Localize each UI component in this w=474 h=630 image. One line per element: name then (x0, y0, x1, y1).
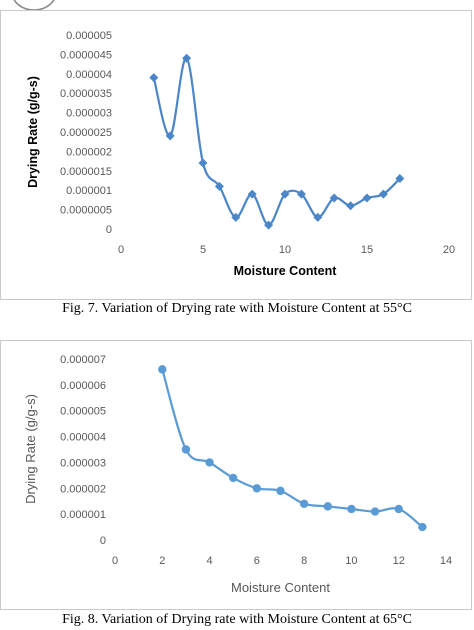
y-tick-label: 0.000004 (60, 432, 106, 444)
data-point (378, 189, 388, 199)
data-point (418, 522, 427, 532)
figure-8-caption: Fig. 8. Variation of Drying rate with Mo… (62, 612, 412, 627)
data-point (181, 445, 191, 454)
data-point (198, 158, 208, 168)
y-tick-label: 0.000003 (66, 108, 112, 120)
data-point (182, 53, 192, 63)
y-tick-label: 0.000006 (60, 380, 106, 392)
y-tick-label: 0.000001 (66, 185, 112, 197)
data-point (296, 189, 306, 199)
y-tick-label: 0.000005 (66, 30, 112, 42)
figure-8-frame: 0 0.000001 0.000002 0.000003 0.000004 0.00000… (0, 340, 472, 610)
data-point (313, 212, 323, 222)
data-point (323, 502, 332, 511)
x-tick-label: 2 (159, 555, 165, 567)
series-line (152, 57, 401, 227)
y-tick-label: 0.000002 (60, 483, 106, 495)
data-point (362, 193, 372, 203)
x-tick-label: 15 (361, 244, 373, 256)
logo-fragment (13, 0, 55, 10)
x-axis-title: Moisture Content (234, 264, 338, 278)
figure-7-caption: Fig. 7. Variation of Drying rate with Mo… (62, 301, 412, 316)
y-tick-label: 0.000004 (66, 69, 112, 81)
data-point (165, 131, 175, 141)
y-tick-label: 0.000003 (60, 457, 106, 469)
data-point (264, 220, 274, 230)
x-tick-label: 4 (207, 555, 213, 567)
data-point (299, 499, 309, 508)
data-point (276, 486, 285, 496)
y-tick-label: 0.0000025 (60, 127, 112, 139)
x-tick-label: 10 (345, 555, 357, 567)
data-point (370, 507, 380, 516)
data-point (149, 73, 159, 83)
data-point (252, 484, 262, 493)
figure-8-chart: 0 0.000001 0.000002 0.000003 0.000004 0.00000… (23, 354, 452, 595)
x-tick-label: 20 (443, 244, 455, 256)
series-line (161, 369, 424, 528)
y-tick-label: 0.000005 (60, 406, 106, 418)
x-tick-label: 14 (440, 555, 452, 567)
data-point (395, 174, 405, 184)
data-point (229, 473, 238, 483)
data-point (346, 201, 356, 211)
data-point (205, 458, 214, 467)
y-tick-label: 0.0000005 (60, 205, 112, 217)
y-tick-label: 0.000001 (60, 509, 106, 521)
x-tick-label: 6 (254, 555, 260, 567)
x-tick-label: 0 (118, 244, 124, 256)
x-tick-label: 12 (393, 555, 405, 567)
x-tick-label: 5 (200, 244, 206, 256)
y-tick-label: 0.0000035 (60, 88, 112, 100)
x-tick-label: 0 (112, 555, 118, 567)
x-tick-label: 10 (279, 244, 291, 256)
y-axis-title: Drying Rate (g/g-s) (23, 394, 38, 504)
figure-7-frame: 0 0.0000005 0.000001 0.0000015 0.000002 0.000… (0, 10, 472, 300)
y-tick-label: 0.000007 (60, 354, 106, 366)
data-point (247, 189, 257, 199)
y-axis-title: Drying Rate (g/g-s) (26, 76, 40, 188)
data-point (329, 193, 339, 203)
x-tick-label: 8 (301, 555, 307, 567)
data-point (394, 504, 403, 514)
y-tick-label: 0.000002 (66, 146, 112, 158)
data-point (158, 365, 167, 374)
data-point (214, 181, 224, 191)
y-tick-label: 0.0000015 (60, 166, 112, 178)
y-tick-label: 0 (106, 224, 112, 236)
figure-7-chart: 0 0.0000005 0.000001 0.0000015 0.000002 0.000… (26, 30, 455, 278)
data-point (347, 504, 356, 514)
data-point (231, 212, 241, 222)
y-tick-label: 0.0000045 (60, 49, 112, 61)
data-point (280, 189, 290, 199)
x-axis-title: Moisture Content (231, 580, 330, 595)
y-tick-label: 0 (100, 535, 106, 547)
